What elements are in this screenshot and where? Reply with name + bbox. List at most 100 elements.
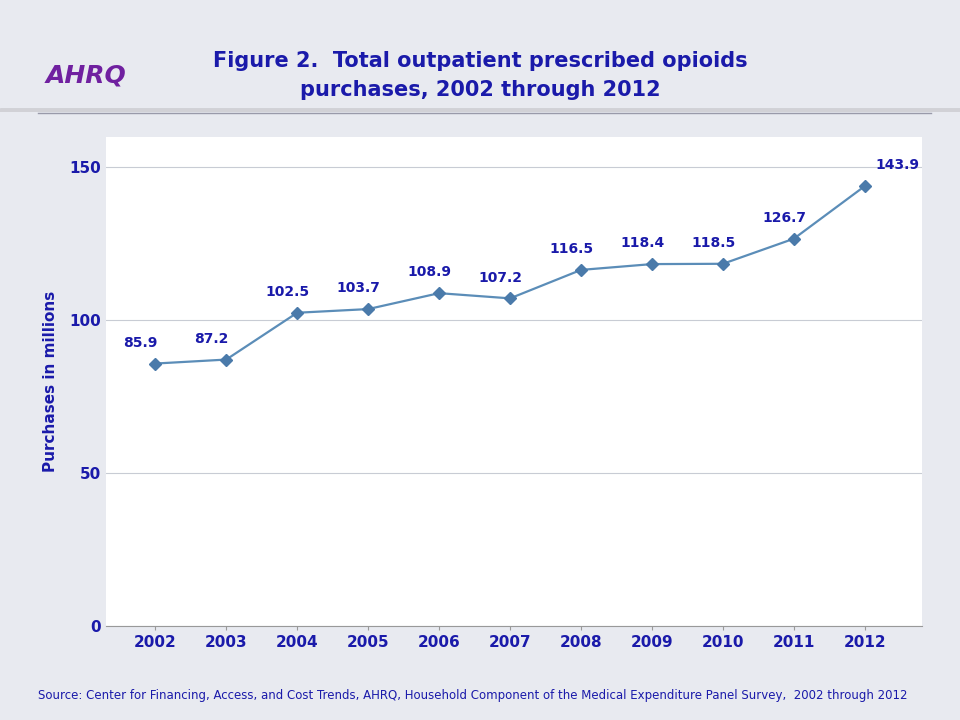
Text: 102.5: 102.5: [265, 285, 309, 299]
Bar: [0, 109, 960, 111]
Bar: [0, 109, 960, 111]
Bar: [0, 110, 960, 111]
Bar: [0, 110, 960, 111]
Text: 87.2: 87.2: [194, 332, 228, 346]
Bar: [0, 110, 960, 111]
Bar: [0, 110, 960, 111]
Bar: [0, 110, 960, 112]
Bar: [0, 110, 960, 111]
Bar: [0, 110, 960, 111]
Text: 118.5: 118.5: [691, 236, 735, 250]
Bar: [0, 110, 960, 111]
Bar: [0, 109, 960, 111]
Bar: [0, 109, 960, 111]
Bar: [0, 110, 960, 112]
Bar: [0, 110, 960, 111]
Bar: [0, 110, 960, 112]
Bar: [0, 110, 960, 112]
Bar: [0, 109, 960, 111]
Bar: [0, 110, 960, 112]
Bar: [0, 110, 960, 112]
Bar: [0, 110, 960, 111]
Bar: [0, 109, 960, 111]
Bar: [0, 109, 960, 110]
Bar: [0, 110, 960, 112]
Text: AHRQ: AHRQ: [46, 63, 127, 88]
Bar: [0, 109, 960, 111]
Bar: [0, 110, 960, 111]
Bar: [0, 110, 960, 111]
Bar: [0, 109, 960, 111]
Bar: [0, 109, 960, 111]
Bar: [0, 110, 960, 111]
Bar: [0, 110, 960, 111]
Bar: [0, 109, 960, 111]
Bar: [0, 110, 960, 112]
Bar: [0, 110, 960, 112]
Text: 103.7: 103.7: [336, 282, 380, 295]
Bar: [0, 110, 960, 112]
Bar: [0, 109, 960, 111]
Bar: [0, 109, 960, 111]
Text: 118.4: 118.4: [620, 236, 664, 251]
Bar: [0, 109, 960, 111]
Bar: [0, 110, 960, 112]
Text: 126.7: 126.7: [762, 211, 806, 225]
Bar: [0, 110, 960, 111]
Text: Source: Center for Financing, Access, and Cost Trends, AHRQ, Household Component: Source: Center for Financing, Access, an…: [38, 689, 908, 702]
Bar: [0, 110, 960, 112]
Bar: [0, 109, 960, 110]
Bar: [0, 110, 960, 111]
Bar: [0, 110, 960, 111]
Bar: [0, 110, 960, 111]
Bar: [0, 110, 960, 112]
Text: 116.5: 116.5: [549, 242, 593, 256]
Text: 107.2: 107.2: [478, 271, 522, 284]
Bar: [0, 110, 960, 111]
Bar: [0, 110, 960, 112]
Text: Figure 2.  Total outpatient prescribed opioids: Figure 2. Total outpatient prescribed op…: [213, 51, 747, 71]
Bar: [0, 110, 960, 112]
Bar: [0, 110, 960, 112]
Text: 85.9: 85.9: [123, 336, 157, 350]
Bar: [0, 110, 960, 112]
Bar: [0, 110, 960, 111]
Bar: [0, 109, 960, 111]
Y-axis label: Purchases in millions: Purchases in millions: [43, 291, 58, 472]
Bar: [0, 109, 960, 111]
Bar: [0, 109, 960, 111]
Bar: [0, 109, 960, 111]
Bar: [0, 109, 960, 111]
Bar: [0, 109, 960, 111]
Bar: [0, 109, 960, 110]
Bar: [0, 109, 960, 111]
Bar: [0, 110, 960, 112]
Bar: [0, 110, 960, 111]
Bar: [0, 110, 960, 112]
Bar: [0, 109, 960, 111]
Bar: [0, 109, 960, 111]
Bar: [0, 110, 960, 112]
Bar: [0, 109, 960, 111]
Bar: [0, 109, 960, 111]
Text: purchases, 2002 through 2012: purchases, 2002 through 2012: [300, 80, 660, 100]
Bar: [0, 110, 960, 111]
Bar: [0, 109, 960, 111]
Bar: [0, 110, 960, 112]
Bar: [0, 109, 960, 111]
Bar: [0, 110, 960, 112]
Bar: [0, 110, 960, 111]
Bar: [0, 110, 960, 112]
Bar: [0, 110, 960, 112]
Text: 108.9: 108.9: [407, 266, 451, 279]
Bar: [0, 110, 960, 112]
Bar: [0, 110, 960, 112]
Bar: [0, 109, 960, 111]
Bar: [0, 109, 960, 111]
Bar: [0, 109, 960, 111]
Bar: [0, 110, 960, 111]
Bar: [0, 110, 960, 112]
Bar: [0, 110, 960, 111]
Bar: [0, 110, 960, 111]
Bar: [0, 109, 960, 111]
